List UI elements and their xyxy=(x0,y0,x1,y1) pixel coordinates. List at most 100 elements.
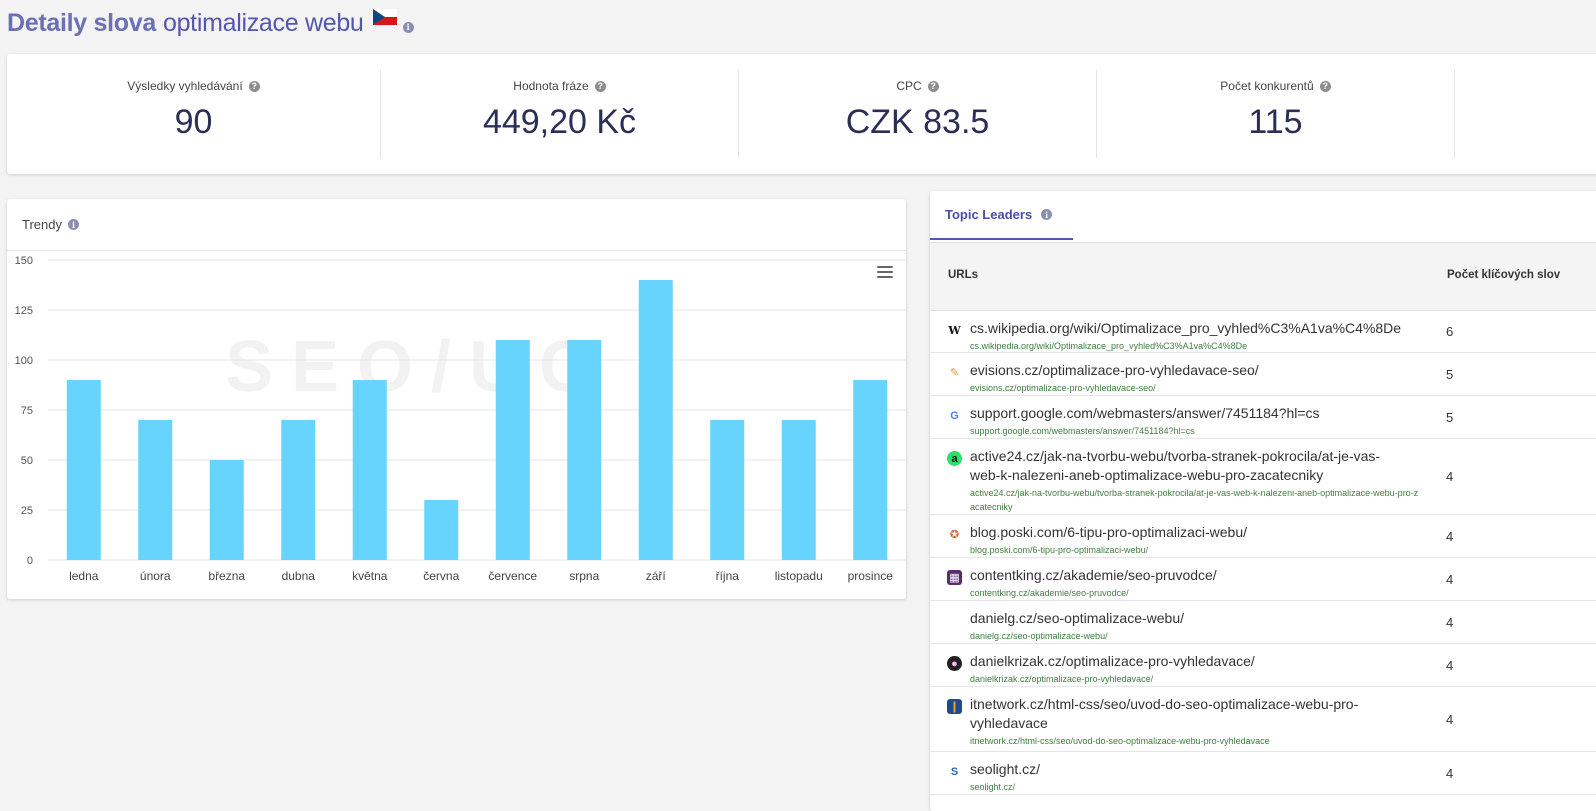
evisions-icon: ✎ xyxy=(949,367,960,379)
table-row: ▦ contentking.cz/akademie/seo-pruvodce/co… xyxy=(930,558,1596,601)
page-title-label: Detaily slova xyxy=(7,8,156,37)
bar[interactable] xyxy=(424,500,459,560)
column-header-urls[interactable]: URLs xyxy=(948,269,979,281)
help-icon[interactable]: ? xyxy=(594,80,606,92)
url-sub-text: danielg.cz/seo-optimalizace-webu/ xyxy=(970,631,1108,641)
trend-card: Trendy i SEO/UC 0 25 50 75 100 125 150 ledna únor… xyxy=(7,199,906,599)
url-link[interactable]: evisions.cz/optimalizace-pro-vyhledavace… xyxy=(970,362,1259,378)
trend-header: Trendy i xyxy=(7,199,906,251)
x-tick-label: června xyxy=(423,569,459,583)
x-tick-label: února xyxy=(140,569,171,583)
bar[interactable] xyxy=(281,420,316,560)
url-link[interactable]: support.google.com/webmasters/answer/745… xyxy=(970,405,1320,421)
bar[interactable] xyxy=(853,380,888,560)
bar[interactable] xyxy=(66,380,101,560)
keyword-count: 4 xyxy=(1446,765,1454,781)
info-icon[interactable]: i xyxy=(67,219,79,230)
keyword-count: 5 xyxy=(1446,409,1454,425)
wikipedia-icon: W xyxy=(948,324,961,337)
info-icon[interactable]: i xyxy=(1041,209,1053,220)
poski-icon: ✪ xyxy=(947,527,962,542)
y-tick-label: 150 xyxy=(15,255,33,267)
stat-label: Počet konkurentů xyxy=(1220,79,1314,93)
keyword-count: 5 xyxy=(1446,366,1454,382)
help-icon[interactable]: ? xyxy=(927,80,939,92)
page-title: Detaily slova optimalizace webu i xyxy=(7,6,414,40)
stat-search-results: Výsledky vyhledávání? 90 xyxy=(7,70,380,158)
divider xyxy=(380,70,381,158)
bar[interactable] xyxy=(710,420,745,560)
help-icon[interactable]: ? xyxy=(248,80,260,92)
divider xyxy=(738,70,739,158)
bar[interactable] xyxy=(495,340,530,560)
x-tick-label: srpna xyxy=(569,569,599,583)
url-link[interactable]: blog.poski.com/6-tipu-pro-optimalizaci-w… xyxy=(970,524,1248,540)
stat-competitors: Počet konkurentů? 115 xyxy=(1097,70,1454,158)
url-sub-text: seolight.cz/ xyxy=(970,782,1016,792)
url-link[interactable]: itnetwork.cz/html-css/seo/uvod-do-seo-op… xyxy=(970,696,1359,731)
url-sub-text: active24.cz/jak-na-tvorbu-webu/tvorba-st… xyxy=(970,488,1419,512)
stat-phrase-value: Hodnota fráze? 449,20 Kč xyxy=(381,70,738,158)
bar[interactable] xyxy=(638,280,673,560)
x-tick-label: ledna xyxy=(69,569,99,583)
keyword-count: 4 xyxy=(1446,614,1454,630)
seolight-icon: S xyxy=(950,765,959,778)
keyword-count: 6 xyxy=(1446,324,1454,339)
trend-bar-chart: SEO/UC 0 25 50 75 100 125 150 ledna února března du… xyxy=(15,255,906,583)
keyword-count: 4 xyxy=(1446,711,1454,727)
active24-icon: a xyxy=(947,451,962,466)
url-link[interactable]: contentking.cz/akademie/seo-pruvodce/ xyxy=(970,567,1217,583)
y-tick-label: 75 xyxy=(21,405,33,417)
divider xyxy=(1096,70,1097,158)
url-link[interactable]: danielg.cz/seo-optimalizace-webu/ xyxy=(970,610,1184,626)
url-link[interactable]: danielkrizak.cz/optimalizace-pro-vyhleda… xyxy=(970,653,1255,669)
bar[interactable] xyxy=(567,340,602,560)
x-tick-label: března xyxy=(208,569,245,583)
bar[interactable] xyxy=(781,420,816,560)
google-icon: G xyxy=(950,409,959,422)
keyword-count: 4 xyxy=(1446,657,1454,673)
y-tick-label: 50 xyxy=(21,455,33,467)
table-row: ✪ blog.poski.com/6-tipu-pro-optimalizaci-… xyxy=(930,515,1596,558)
contentking-icon: ▦ xyxy=(947,570,962,585)
url-link[interactable]: cs.wikipedia.org/wiki/Optimalizace_pro_v… xyxy=(970,320,1402,336)
stat-value: 90 xyxy=(174,103,213,141)
table-row: danielg.cz/seo-optimalizace-webu/danielg… xyxy=(930,601,1596,644)
x-tick-label: května xyxy=(352,569,388,583)
url-link[interactable]: active24.cz/jak-na-tvorbu-webu/tvorba-st… xyxy=(970,448,1381,483)
column-header-keyword-count[interactable]: Počet klíčových slov xyxy=(1447,269,1561,281)
info-icon[interactable]: i xyxy=(402,21,414,33)
czech-flag-icon xyxy=(372,9,397,25)
table-header: URLs Počet klíčových slov xyxy=(930,243,1596,311)
keyword-count: 4 xyxy=(1446,469,1454,484)
keyword-count: 4 xyxy=(1446,528,1454,544)
hamburger-menu-icon[interactable] xyxy=(877,266,893,278)
url-sub-text: cs.wikipedia.org/wiki/Optimalizace_pro_v… xyxy=(970,341,1248,351)
itnetwork-icon: ❙ xyxy=(947,699,962,714)
x-tick-label: října xyxy=(716,569,740,583)
url-sub-text: blog.poski.com/6-tipu-pro-optimalizaci-w… xyxy=(970,545,1149,555)
tab-topic-leaders[interactable]: Topic Leaders i xyxy=(930,191,1073,240)
danielkrizak-avatar-icon: ● xyxy=(947,656,962,671)
table-row: ✎ evisions.cz/optimalizace-pro-vyhledavac… xyxy=(930,353,1596,396)
x-tick-label: listopadu xyxy=(775,569,823,583)
table-row: a active24.cz/jak-na-tvorbu-webu/tvorba-s… xyxy=(930,439,1596,515)
bar[interactable] xyxy=(209,460,244,560)
x-tick-label: července xyxy=(488,569,537,583)
tab-label: Topic Leaders xyxy=(945,207,1033,222)
x-tick-label: září xyxy=(646,569,667,583)
tab-bar: Topic Leaders i xyxy=(930,191,1596,243)
trend-title: Trendy xyxy=(22,217,62,232)
help-icon[interactable]: ? xyxy=(1319,80,1331,92)
table-row: ❙ itnetwork.cz/html-css/seo/uvod-do-seo-o… xyxy=(930,687,1596,752)
stat-value: 115 xyxy=(1248,103,1303,141)
y-tick-label: 100 xyxy=(15,355,33,367)
y-tick-label: 0 xyxy=(27,555,33,567)
bar[interactable] xyxy=(138,420,173,560)
bar[interactable] xyxy=(352,380,387,560)
stat-cpc: CPC? CZK 83.5 xyxy=(739,70,1096,158)
url-link[interactable]: seolight.cz/ xyxy=(970,761,1041,777)
